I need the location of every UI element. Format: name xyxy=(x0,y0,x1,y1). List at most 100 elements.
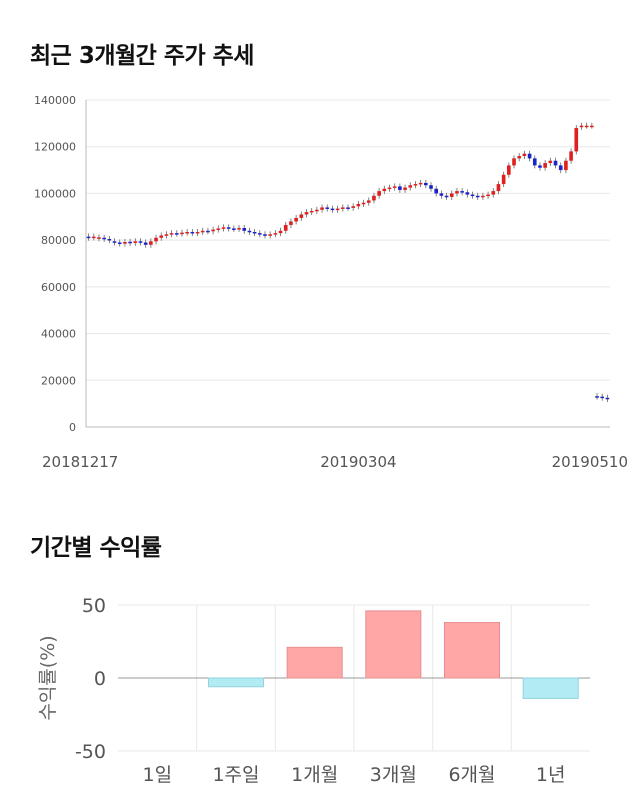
candle xyxy=(408,185,413,188)
candle xyxy=(429,185,433,189)
candle xyxy=(185,231,189,234)
candle xyxy=(325,207,330,209)
candle xyxy=(496,184,501,192)
candle xyxy=(242,227,247,231)
returns-grid xyxy=(118,604,590,752)
returns-x-tick-label: 3개월 xyxy=(370,764,417,786)
candle xyxy=(346,207,350,209)
return-bars xyxy=(207,610,579,699)
returns-y-tick-label: 0 xyxy=(94,668,106,690)
returns-title: 기간별 수익률 xyxy=(30,535,162,561)
candle xyxy=(449,193,454,197)
candle xyxy=(569,151,573,161)
candle xyxy=(180,232,184,235)
candle xyxy=(91,236,96,239)
candle xyxy=(424,182,428,186)
candle xyxy=(86,236,91,239)
returns-y-tick-label: 50 xyxy=(82,595,106,617)
candle xyxy=(304,212,309,215)
candle xyxy=(517,156,522,159)
returns-y-tick-label: -50 xyxy=(75,741,106,763)
candle xyxy=(273,233,278,235)
candle xyxy=(200,230,205,233)
candle xyxy=(605,397,610,400)
candle xyxy=(278,230,283,234)
candle xyxy=(252,231,257,234)
candle xyxy=(257,233,262,235)
candle xyxy=(247,230,252,233)
candle xyxy=(564,160,568,171)
candle xyxy=(133,241,138,243)
candle xyxy=(532,158,537,166)
candle xyxy=(590,125,594,128)
candle xyxy=(584,125,589,128)
returns-y-axis-label: 수익률(%) xyxy=(37,635,59,720)
price-y-axis: 0 20000 40000 60000 80000 100000 120000 140000 xyxy=(34,94,76,434)
candle xyxy=(351,206,356,208)
candle xyxy=(486,194,490,197)
candle xyxy=(112,241,117,243)
candle xyxy=(340,207,345,209)
candle xyxy=(107,238,112,241)
price-y-tick-label: 60000 xyxy=(41,281,76,294)
candle xyxy=(377,191,381,196)
return-bar xyxy=(365,610,422,679)
candle xyxy=(522,153,527,157)
return-bar xyxy=(286,646,343,679)
candle xyxy=(143,242,148,245)
candle xyxy=(154,237,158,242)
candle xyxy=(138,241,143,243)
candle xyxy=(372,195,376,201)
price-y-tick-label: 80000 xyxy=(41,234,76,247)
candle xyxy=(527,153,532,159)
candle xyxy=(268,234,272,236)
price-x-tick-label: 20190304 xyxy=(320,453,396,471)
price-x-tick-label: 20181217 xyxy=(42,453,118,471)
price-y-tick-label: 120000 xyxy=(34,141,76,154)
price-y-tick-label: 100000 xyxy=(34,187,76,200)
candle xyxy=(418,182,423,185)
candle xyxy=(289,221,293,225)
candle xyxy=(382,188,387,192)
price-grid xyxy=(85,99,610,428)
candle xyxy=(164,234,169,236)
candle xyxy=(574,128,579,152)
price-x-tick-label: 20190510 xyxy=(552,453,628,471)
candle xyxy=(465,192,470,195)
candle xyxy=(102,237,106,240)
candle xyxy=(330,208,335,211)
candle xyxy=(206,230,210,233)
candle xyxy=(600,396,605,399)
returns-x-tick-label: 1일 xyxy=(143,764,173,786)
returns-y-axis: 50 0 -50 xyxy=(75,595,106,763)
candle xyxy=(315,209,319,212)
candle xyxy=(387,187,392,190)
candle xyxy=(294,217,298,222)
candle xyxy=(299,214,304,218)
candle xyxy=(169,233,174,235)
candle xyxy=(548,160,553,164)
candle xyxy=(335,208,340,211)
candle xyxy=(398,186,402,190)
candle xyxy=(174,233,179,235)
candle xyxy=(309,210,314,213)
returns-x-tick-label: 1년 xyxy=(536,764,566,786)
candlestick-chart: 020000400006000080000100000120000140000 … xyxy=(34,94,628,471)
candle xyxy=(283,224,288,231)
candle xyxy=(475,195,480,198)
candle xyxy=(356,203,361,207)
candle xyxy=(366,200,371,203)
price-y-tick-label: 40000 xyxy=(41,328,76,341)
candle xyxy=(434,188,439,194)
candle xyxy=(392,186,397,188)
candle xyxy=(512,158,516,166)
candle xyxy=(481,195,485,198)
candle xyxy=(361,202,366,205)
candle xyxy=(413,184,418,186)
candle xyxy=(501,174,506,185)
candle xyxy=(538,165,542,168)
price-y-tick-label: 0 xyxy=(69,421,76,434)
candle xyxy=(470,194,475,197)
candle xyxy=(455,191,459,194)
